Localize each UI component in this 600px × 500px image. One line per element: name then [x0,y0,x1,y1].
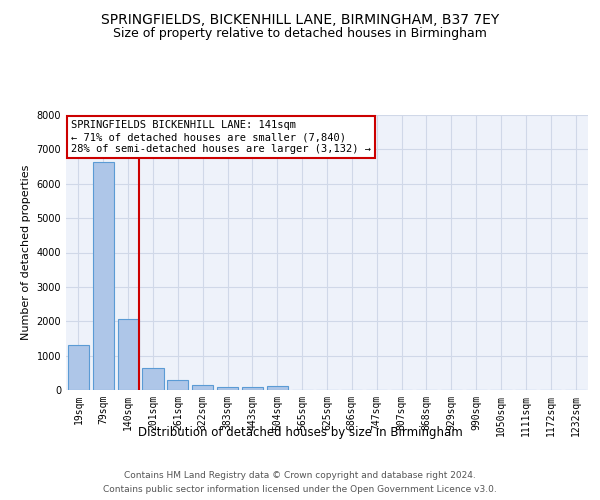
Y-axis label: Number of detached properties: Number of detached properties [21,165,31,340]
Text: SPRINGFIELDS BICKENHILL LANE: 141sqm
← 71% of detached houses are smaller (7,840: SPRINGFIELDS BICKENHILL LANE: 141sqm ← 7… [71,120,371,154]
Bar [242,388,263,390]
Bar [142,368,164,390]
Bar [217,386,238,390]
Bar [93,162,114,390]
Bar [192,385,213,390]
Text: Size of property relative to detached houses in Birmingham: Size of property relative to detached ho… [113,28,487,40]
Text: Contains public sector information licensed under the Open Government Licence v3: Contains public sector information licen… [103,484,497,494]
Text: Distribution of detached houses by size in Birmingham: Distribution of detached houses by size … [137,426,463,439]
Bar [68,345,89,390]
Bar [167,380,188,390]
Text: SPRINGFIELDS, BICKENHILL LANE, BIRMINGHAM, B37 7EY: SPRINGFIELDS, BICKENHILL LANE, BIRMINGHA… [101,12,499,26]
Bar [267,386,288,390]
Bar [118,318,139,390]
Text: Contains HM Land Registry data © Crown copyright and database right 2024.: Contains HM Land Registry data © Crown c… [124,472,476,480]
